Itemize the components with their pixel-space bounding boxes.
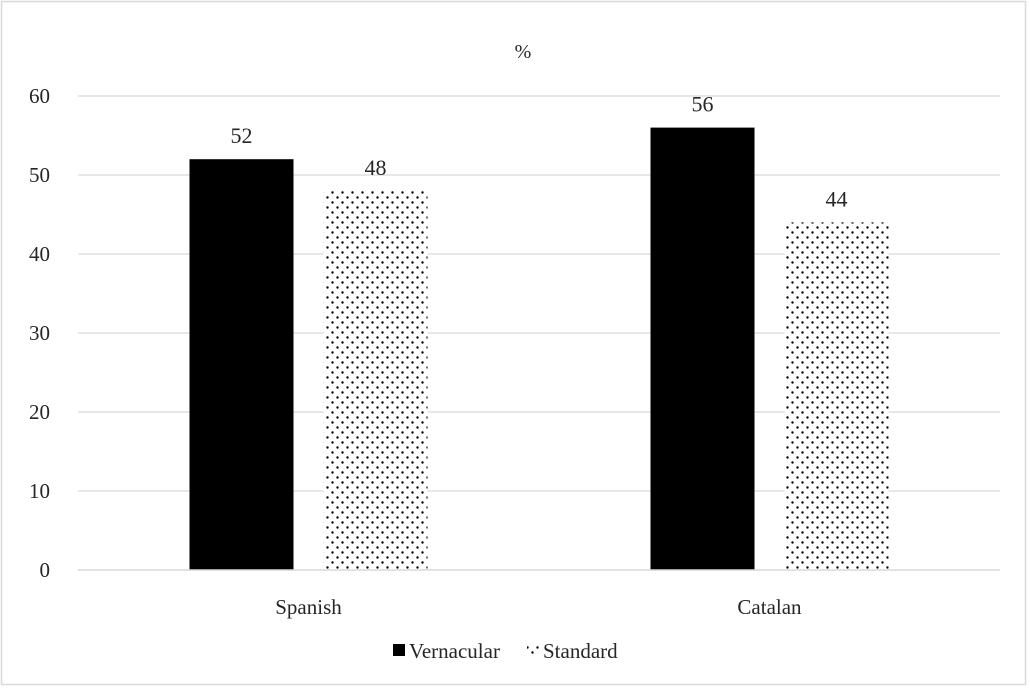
legend-label-standard: Standard [543,639,618,663]
bar-catalan-vernacular [650,127,755,570]
bar-spanish-standard [323,190,428,571]
x-category-label-catalan: Catalan [737,595,802,619]
legend-label-vernacular: Vernacular [409,639,500,663]
data-label-catalan-vernacular: 56 [692,92,714,117]
bars [189,127,889,571]
y-tick-label-50: 50 [29,163,50,187]
data-label-spanish-vernacular: 52 [231,123,253,148]
y-tick-label-40: 40 [29,242,50,266]
legend-swatch-standard [527,644,539,656]
y-axis-tick-labels: 0 10 20 30 40 50 60 [29,84,50,582]
bar-spanish-vernacular [189,159,294,570]
data-label-spanish-standard: 48 [365,155,387,180]
legend-swatch-vernacular [393,644,405,656]
data-labels: 52 48 56 44 [231,92,848,212]
y-tick-label-10: 10 [29,479,50,503]
bar-catalan-standard [784,222,889,570]
y-tick-label-20: 20 [29,400,50,424]
y-tick-label-60: 60 [29,84,50,108]
y-tick-label-30: 30 [29,321,50,345]
legend: Vernacular Standard [393,639,618,663]
data-label-catalan-standard: 44 [826,186,848,211]
chart-title: % [515,41,532,63]
x-axis-category-labels: Spanish Catalan [275,595,802,619]
y-tick-label-0: 0 [40,558,51,582]
x-category-label-spanish: Spanish [275,595,342,619]
